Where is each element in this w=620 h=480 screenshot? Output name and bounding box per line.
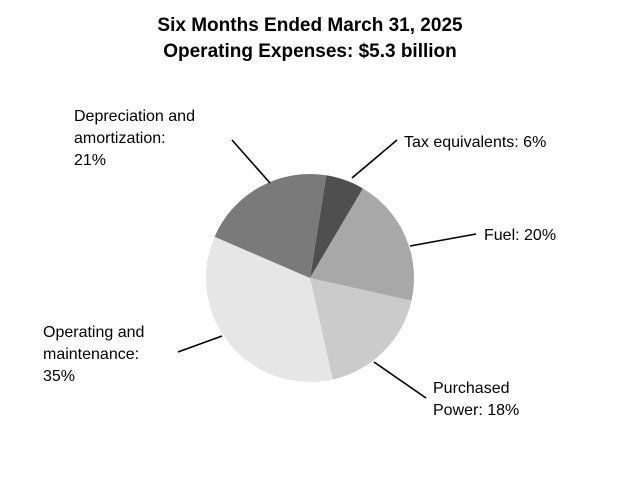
- leader-line-fuel: [409, 233, 477, 247]
- slice-label-purchased-power: Purchased Power: 18%: [433, 378, 519, 422]
- slice-label-line: Depreciation and: [74, 108, 195, 125]
- slice-label-depreciation-and-amortization: Depreciation and amortization: 21%: [74, 106, 195, 172]
- pie-slice-operating-and-maintenance: [205, 236, 333, 383]
- slice-label-line: Operating and: [43, 324, 145, 341]
- slice-label-line: Purchased: [433, 380, 510, 397]
- slice-label-tax-equivalents: Tax equivalents: 6%: [404, 132, 546, 154]
- slice-label-line: amortization:: [74, 130, 166, 147]
- slice-label-operating-and-maintenance: Operating and maintenance: 35%: [43, 322, 144, 388]
- slice-label-fuel: Fuel: 20%: [484, 225, 556, 247]
- slice-label-line: Power: 18%: [433, 402, 520, 419]
- leader-line-operating-and-maintenance: [177, 335, 223, 353]
- pie-slice-depreciation-and-amortization: [214, 173, 327, 278]
- leader-line-tax-equivalents: [351, 139, 398, 179]
- chart-title: Six Months Ended March 31, 2025: [157, 15, 463, 36]
- pie-slice-fuel: [310, 188, 415, 301]
- leader-line-depreciation-and-amortization: [231, 139, 271, 184]
- slice-label-line: Fuel: 20%: [484, 227, 557, 244]
- pie-slice-tax-equivalents: [310, 175, 363, 278]
- slice-label-line: Tax equivalents: 6%: [404, 134, 547, 151]
- leader-line-purchased-power: [373, 361, 427, 399]
- chart-subtitle: Operating Expenses: $5.3 billion: [163, 41, 457, 62]
- slice-label-line: maintenance:: [43, 346, 140, 363]
- slice-label-line: 35%: [43, 368, 76, 385]
- slice-label-line: 21%: [74, 152, 107, 169]
- pie-slice-purchased-power: [310, 278, 412, 380]
